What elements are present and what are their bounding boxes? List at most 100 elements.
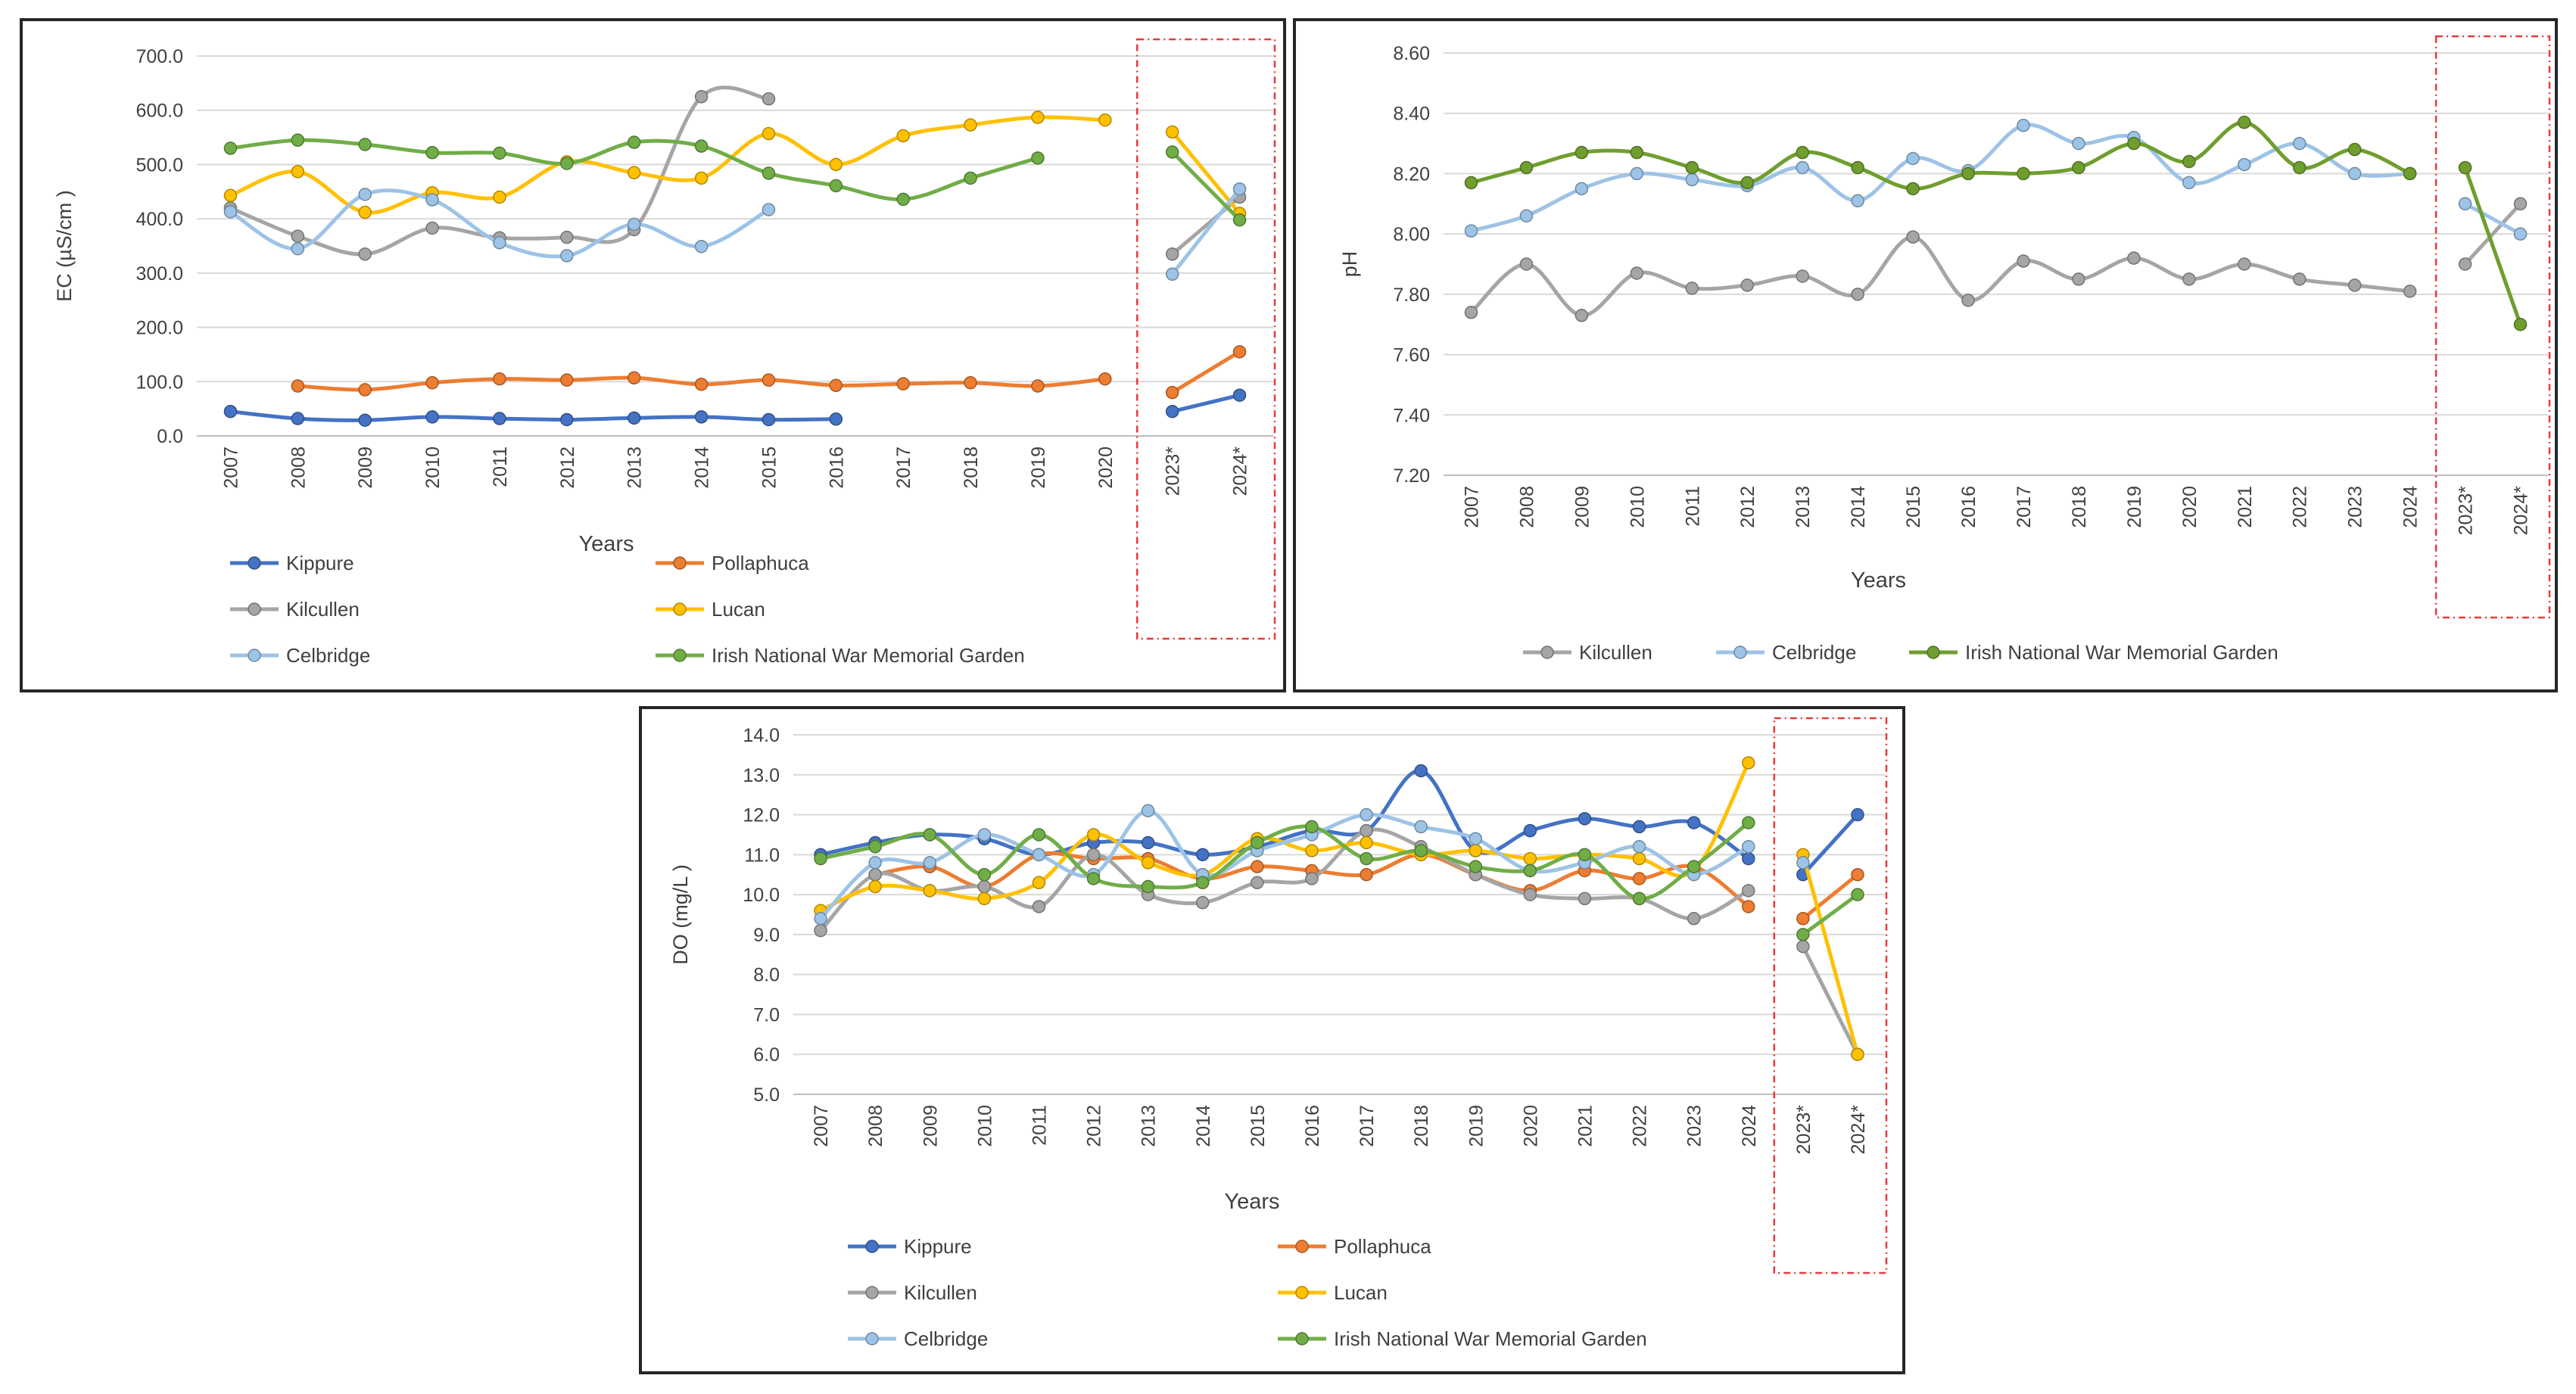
x-tick-label: 2013 — [1138, 1105, 1160, 1147]
y-axis-title: pH — [1338, 251, 1361, 278]
legend-swatch-marker — [1295, 1286, 1309, 1299]
data-point-inwmg — [560, 157, 574, 170]
data-point-lucan — [358, 205, 372, 219]
x-tick-label: 2024* — [2511, 486, 2532, 536]
data-point-inwmg — [923, 828, 936, 842]
data-point-inwmg — [1251, 835, 1264, 850]
data-point-pollaphuca — [358, 383, 372, 397]
legend-swatch-marker — [1295, 1240, 1309, 1253]
data-point-inwmg — [627, 135, 641, 149]
data-point-kilcullen — [2347, 278, 2362, 292]
series-pollaphuca — [291, 345, 1247, 400]
series-line-inwmg — [1801, 892, 1860, 937]
y-tick-label: 500.0 — [135, 154, 183, 176]
data-point-kippure — [1742, 851, 1755, 866]
x-tick-label: 2008 — [865, 1105, 886, 1147]
data-point-lucan — [694, 171, 709, 185]
data-point-inwmg — [425, 145, 439, 160]
legend-label: Pollaphuca — [1334, 1235, 1431, 1258]
data-point-kilcullen — [868, 867, 882, 882]
data-point-inwmg — [2347, 142, 2362, 157]
data-point-kilcullen — [291, 229, 305, 243]
data-point-kippure — [694, 410, 709, 424]
legend-label: Celbridge — [1772, 641, 1856, 664]
y-tick-label: 300.0 — [135, 263, 183, 285]
x-tick-label: 2016 — [1958, 486, 1980, 528]
x-tick-label: 2014 — [692, 447, 713, 489]
y-tick-label: 13.0 — [743, 765, 780, 786]
data-point-inwmg — [1141, 879, 1155, 894]
data-point-celbridge — [1519, 209, 1534, 222]
legend-item-celbridge: Celbridge — [1716, 641, 1856, 664]
data-point-kilcullen — [2017, 254, 2030, 268]
x-tick-label: 2019 — [1466, 1105, 1487, 1147]
x-tick-label: 2022 — [2290, 486, 2311, 528]
data-point-kilcullen — [1796, 939, 1810, 954]
data-point-inwmg — [964, 171, 977, 185]
x-tick-label: 2010 — [422, 447, 444, 489]
data-point-kippure — [1414, 764, 1428, 778]
ph-chart: 7.20 7.40 7.60 7.80 8.00 8.20 8.40 8.60 2007 2008… — [1338, 35, 2551, 664]
data-point-pollaphuca — [829, 378, 843, 393]
ec-chart: 0.0 100.0 200.0 300.0 400.0 500.0 600.0 700.0 20… — [53, 38, 1276, 667]
data-point-celbridge — [1906, 151, 1920, 166]
y-tick-label: 7.40 — [1393, 405, 1430, 426]
data-point-inwmg — [223, 142, 238, 155]
series-inwmg — [223, 133, 1247, 227]
x-tick-label: 2017 — [893, 447, 914, 489]
data-point-lucan — [1032, 876, 1046, 890]
x-tick-label: 2013 — [1793, 486, 1814, 528]
data-point-kilcullen — [1464, 306, 1478, 319]
data-point-kippure — [1687, 816, 1701, 829]
data-point-kippure — [291, 412, 305, 425]
legend-swatch-marker — [248, 602, 261, 616]
data-point-inwmg — [1796, 928, 1810, 941]
data-point-pollaphuca — [493, 372, 506, 386]
y-tick-label: 100.0 — [135, 372, 183, 393]
y-tick-label: 14.0 — [743, 725, 780, 746]
data-point-celbridge — [2347, 166, 2362, 181]
x-tick-label: 2012 — [1084, 1105, 1105, 1147]
data-point-kilcullen — [560, 230, 574, 244]
legend-item-kippure: Kippure — [848, 1235, 972, 1258]
x-tick-label: 2009 — [355, 447, 376, 489]
data-point-celbridge — [1141, 804, 1155, 818]
data-point-inwmg — [2072, 160, 2085, 175]
data-point-celbridge — [2238, 157, 2251, 172]
data-point-kippure — [829, 412, 843, 426]
series-line-kippure — [1801, 813, 1860, 877]
data-point-lucan — [829, 157, 843, 172]
data-point-inwmg — [1687, 860, 1701, 873]
x-tick-label: 2020 — [1520, 1105, 1541, 1147]
data-point-kilcullen — [762, 92, 776, 106]
highlight-box — [2434, 35, 2551, 619]
data-point-lucan — [493, 190, 506, 204]
data-point-kilcullen — [425, 221, 439, 235]
data-point-pollaphuca — [1232, 345, 1247, 359]
data-point-kilcullen — [1196, 895, 1210, 910]
data-point-kilcullen — [358, 247, 372, 261]
legend-label: Kilcullen — [904, 1281, 977, 1304]
legend-item-inwmg: Irish National War Memorial Garden — [1278, 1327, 1647, 1350]
data-point-pollaphuca — [694, 378, 709, 391]
legend-swatch-marker — [1295, 1332, 1309, 1346]
y-tick-label: 400.0 — [135, 209, 183, 230]
x-tick-label: 2017 — [2014, 486, 2035, 528]
data-point-kilcullen — [1523, 888, 1537, 901]
legend-label: Kippure — [286, 552, 354, 574]
x-tick-label: 2021 — [2235, 486, 2256, 528]
x-tick-label: 2010 — [1627, 486, 1648, 528]
legend-item-inwmg: Irish National War Memorial Garden — [656, 644, 1025, 667]
data-point-inwmg — [694, 139, 709, 153]
legend-label: Lucan — [712, 598, 765, 621]
data-point-kilcullen — [1906, 230, 1920, 244]
x-tick-label: 2017 — [1357, 1105, 1378, 1147]
x-tick-label: 2018 — [961, 447, 982, 489]
data-point-inwmg — [1685, 160, 1699, 175]
legend-label: Kippure — [904, 1235, 972, 1258]
series-line-kilcullen — [1469, 235, 2412, 318]
data-point-pollaphuca — [1098, 372, 1112, 386]
x-tick-label: 2007 — [811, 1105, 832, 1147]
legend-item-celbridge: Celbridge — [230, 644, 370, 667]
data-point-kilcullen — [2458, 257, 2472, 271]
